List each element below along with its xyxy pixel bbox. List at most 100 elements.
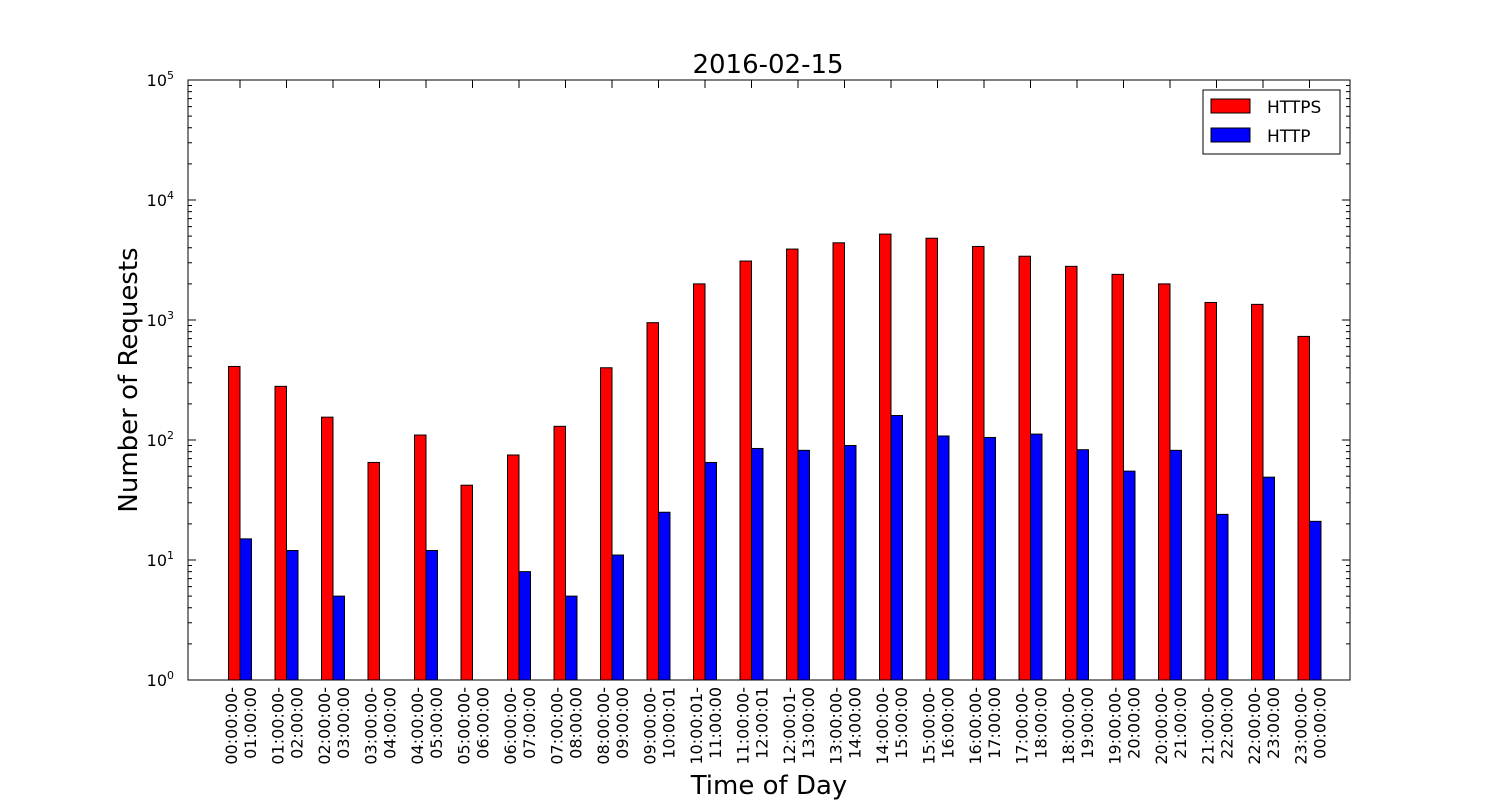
bar-https-6 xyxy=(507,454,520,681)
legend-label-http: HTTP xyxy=(1267,127,1311,147)
bar-http-7 xyxy=(565,595,578,681)
ytick-label-1: 101 xyxy=(147,549,174,570)
bar-https-1 xyxy=(274,385,287,681)
bar-http-8 xyxy=(611,554,624,681)
y-axis: 100 101 102 103 104 105 xyxy=(147,69,1350,690)
bar-https-19 xyxy=(1111,273,1124,681)
bar-http-16 xyxy=(983,436,996,681)
xtick-label-line: 12:00:01 xyxy=(753,687,772,759)
xtick-label-line: 08:00:00 xyxy=(567,687,586,759)
xtick-label-20: 20:00:00- 21:00:00 xyxy=(1152,687,1190,765)
bar-https-13 xyxy=(832,242,845,681)
xtick-label-line: 16:00:00 xyxy=(939,687,958,759)
xtick-label-line: 08:00:00- xyxy=(594,687,613,765)
xtick-label-line: 19:00:00- xyxy=(1106,687,1125,765)
bar-http-10 xyxy=(704,461,717,681)
xtick-label-line: 01:00:00 xyxy=(241,687,260,759)
xtick-label-line: 04:00:00 xyxy=(381,687,400,759)
xtick-label-line: 14:00:00 xyxy=(846,687,865,759)
xtick-label-line: 09:00:00- xyxy=(641,687,660,765)
bar-https-15 xyxy=(925,237,938,681)
xtick-label-line: 09:00:00 xyxy=(613,687,632,759)
xtick-label-21: 21:00:00- 22:00:00 xyxy=(1199,687,1237,765)
xtick-label-line: 21:00:00- xyxy=(1199,687,1218,765)
xtick-label-12: 12:00:01- 13:00:00 xyxy=(780,687,818,765)
xtick-label-line: 03:00:00- xyxy=(362,687,381,765)
xtick-label-line: 12:00:01- xyxy=(780,687,799,765)
bar-https-11 xyxy=(739,260,752,681)
bar-http-22 xyxy=(1262,476,1275,681)
bar-http-18 xyxy=(1076,449,1089,681)
bar-http-17 xyxy=(1030,433,1043,681)
xtick-label-22: 22:00:00- 23:00:00 xyxy=(1245,687,1283,765)
xtick-label-line: 01:00:00- xyxy=(269,687,288,765)
bar-https-2 xyxy=(321,416,334,681)
xtick-label-line: 16:00:00- xyxy=(966,687,985,765)
xtick-label-line: 18:00:00 xyxy=(1032,687,1051,759)
legend: HTTPS HTTP xyxy=(1202,89,1341,155)
bar-http-0 xyxy=(239,538,252,681)
bar-https-12 xyxy=(786,248,799,681)
xtick-label-18: 18:00:00- 19:00:00 xyxy=(1059,687,1097,765)
xtick-label-16: 16:00:00- 17:00:00 xyxy=(966,687,1004,765)
xtick-label-3: 03:00:00- 04:00:00 xyxy=(362,687,400,765)
plot-frame xyxy=(187,79,1351,681)
xtick-label-14: 14:00:00- 15:00:00 xyxy=(873,687,911,765)
bar-https-4 xyxy=(414,434,427,681)
xtick-label-line: 13:00:00 xyxy=(799,687,818,759)
bar-http-21 xyxy=(1216,513,1229,681)
xtick-label-line: 21:00:00 xyxy=(1171,687,1190,759)
bar-https-9 xyxy=(646,322,659,681)
ytick-label-2: 102 xyxy=(147,429,174,450)
xtick-label-8: 08:00:00- 09:00:00 xyxy=(594,687,632,765)
bar-http-12 xyxy=(797,449,810,681)
bar-https-14 xyxy=(879,233,892,681)
bar-https-0 xyxy=(228,365,241,681)
bar-https-5 xyxy=(460,484,473,681)
xtick-label-line: 23:00:00 xyxy=(1264,687,1283,759)
bar-http-14 xyxy=(890,415,903,681)
x-axis-label: Time of Day xyxy=(690,771,848,800)
xtick-label-line: 02:00:00 xyxy=(288,687,307,759)
xtick-label-line: 03:00:00 xyxy=(334,687,353,759)
bar-https-21 xyxy=(1204,301,1217,681)
xtick-label-7: 07:00:00- 08:00:00 xyxy=(548,687,586,765)
ytick-label-4: 104 xyxy=(147,189,174,210)
xtick-label-line: 06:00:00- xyxy=(501,687,520,765)
bar-https-10 xyxy=(693,283,706,681)
ytick-label-3: 103 xyxy=(147,309,174,330)
xtick-label-17: 17:00:00- 18:00:00 xyxy=(1013,687,1051,765)
bar-http-6 xyxy=(518,571,531,681)
ytick-label-0: 100 xyxy=(147,669,174,690)
xtick-label-line: 13:00:00- xyxy=(827,687,846,765)
xtick-label-line: 07:00:00 xyxy=(520,687,539,759)
chart-title: 2016-02-15 xyxy=(692,50,843,80)
xtick-label-19: 19:00:00- 20:00:00 xyxy=(1106,687,1144,765)
bar-https-17 xyxy=(1018,255,1031,681)
bar-http-1 xyxy=(286,549,299,681)
bar-http-23 xyxy=(1309,520,1322,681)
bars-layer xyxy=(228,233,1322,681)
xtick-label-15: 15:00:00- 16:00:00 xyxy=(920,687,958,765)
xtick-label-line: 06:00:00 xyxy=(474,687,493,759)
xtick-label-5: 05:00:00- 06:00:00 xyxy=(455,687,493,765)
xtick-label-line: 20:00:00- xyxy=(1152,687,1171,765)
bar-http-20 xyxy=(1169,449,1182,681)
xtick-label-line: 18:00:00- xyxy=(1059,687,1078,765)
bar-http-9 xyxy=(658,511,671,681)
bar-https-16 xyxy=(972,245,985,681)
bar-http-4 xyxy=(425,549,438,681)
xtick-label-line: 17:00:00- xyxy=(1013,687,1032,765)
xtick-label-11: 11:00:00- 12:00:01 xyxy=(734,687,772,765)
xtick-label-line: 04:00:00- xyxy=(408,687,427,765)
xtick-label-line: 11:00:00 xyxy=(706,687,725,759)
xtick-label-line: 07:00:00- xyxy=(548,687,567,765)
xtick-label-6: 06:00:00- 07:00:00 xyxy=(501,687,539,765)
legend-swatch-https xyxy=(1210,98,1251,114)
xtick-label-line: 22:00:00 xyxy=(1218,687,1237,759)
xtick-label-line: 11:00:00- xyxy=(734,687,753,765)
bar-https-18 xyxy=(1065,265,1078,681)
xtick-label-13: 13:00:00- 14:00:00 xyxy=(827,687,865,765)
xtick-label-line: 22:00:00- xyxy=(1245,687,1264,765)
